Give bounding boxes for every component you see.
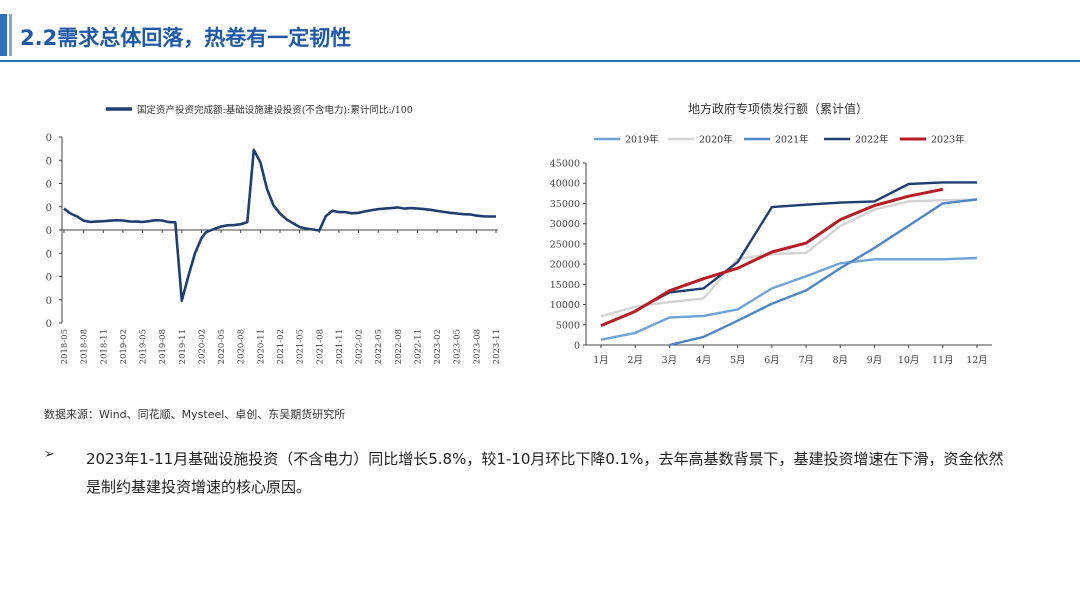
y-tick-label: 0 bbox=[46, 226, 52, 237]
y-tick-label: 0 bbox=[46, 319, 52, 330]
x-tick-label: 2022-02 bbox=[355, 329, 365, 364]
y-tick-label: 20000 bbox=[550, 260, 580, 271]
x-tick-label: 2019-11 bbox=[178, 329, 188, 364]
x-tick-label: 2018-11 bbox=[99, 329, 109, 364]
y-tick-label: 25000 bbox=[550, 239, 580, 250]
x-tick-label: 1月 bbox=[593, 355, 609, 366]
x-tick-label: 4月 bbox=[696, 355, 712, 366]
x-tick-label: 2022-05 bbox=[374, 329, 384, 364]
x-tick-label: 2023-02 bbox=[433, 329, 443, 364]
y-tick-label: 0 bbox=[46, 133, 52, 144]
x-tick-label: 9月 bbox=[867, 355, 883, 366]
x-tick-label: 2021-02 bbox=[276, 329, 286, 364]
header-accent-bar bbox=[0, 14, 7, 56]
y-tick-label: 0 bbox=[46, 273, 52, 284]
series-line-2020年 bbox=[600, 198, 978, 318]
infrastructure-investment-chart: 国定资产投资完成额:基础设施建设投资(不含电力):累计同比:/100 0 0 0 0 0 0… bbox=[46, 104, 502, 364]
x-tick-label: 2月 bbox=[627, 355, 643, 366]
x-tick-label: 2020-02 bbox=[197, 329, 207, 364]
page-title: 2.2需求总体回落，热卷有一定韧性 bbox=[20, 26, 352, 50]
legend-label: 2021年 bbox=[775, 134, 809, 146]
x-tick-label: 2023-11 bbox=[492, 329, 502, 364]
header-divider bbox=[0, 60, 1080, 62]
x-tick-label: 2019-08 bbox=[158, 329, 168, 364]
x-tick-label: 8月 bbox=[832, 355, 848, 366]
x-tick-label: 2022-08 bbox=[394, 329, 404, 364]
x-tick-label: 2022-11 bbox=[413, 329, 423, 364]
y-tick-label: 0 bbox=[46, 296, 52, 307]
x-tick-label: 2019-02 bbox=[119, 329, 129, 364]
legend-label: 2020年 bbox=[699, 134, 733, 146]
slide-header: 2.2需求总体回落，热卷有一定韧性 bbox=[0, 0, 1080, 62]
x-tick-label: 5月 bbox=[730, 355, 746, 366]
x-tick-label: 2020-05 bbox=[217, 329, 227, 364]
legend-label: 2022年 bbox=[855, 134, 889, 146]
series-line-2021年 bbox=[669, 198, 978, 347]
y-tick-label: 45000 bbox=[550, 159, 580, 170]
x-tick-label: 2021-08 bbox=[315, 329, 325, 364]
series-line-2023年 bbox=[600, 187, 944, 327]
x-tick-label: 2019-05 bbox=[139, 329, 149, 364]
legend-label: 2019年 bbox=[625, 134, 659, 146]
x-tick-label: 2020-11 bbox=[256, 329, 266, 364]
header-accent-bar-light bbox=[9, 14, 12, 56]
y-tick-label: 0 bbox=[46, 156, 52, 167]
series-line-2019年 bbox=[600, 256, 978, 341]
special-bond-issuance-chart: 地方政府专项债发行额（累计值） 2019年 2020年 2021年 2022年 2023年… bbox=[550, 101, 992, 366]
y-tick-label: 35000 bbox=[550, 199, 580, 210]
y-tick-label: 10000 bbox=[550, 300, 580, 311]
chart-title: 地方政府专项债发行额（累计值） bbox=[688, 101, 868, 116]
y-tick-label: 0 bbox=[46, 180, 52, 191]
x-tick-label: 2020-08 bbox=[237, 329, 247, 364]
x-tick-label: 10月 bbox=[898, 355, 920, 366]
y-tick-label: 5000 bbox=[556, 320, 580, 331]
series-line bbox=[63, 148, 496, 302]
x-tick-label: 7月 bbox=[798, 355, 814, 366]
analysis-paragraph: 2023年1-11月基础设施投资（不含电力）同比增长5.8%，较1-10月环比下… bbox=[86, 450, 1004, 496]
y-tick-label: 15000 bbox=[550, 280, 580, 291]
x-tick-label: 6月 bbox=[764, 355, 780, 366]
x-tick-label: 2023-05 bbox=[453, 329, 463, 364]
y-tick-label: 0 bbox=[574, 341, 580, 352]
x-tick-label: 2023-08 bbox=[472, 329, 482, 364]
y-tick-label: 40000 bbox=[550, 179, 580, 190]
legend-label: 2023年 bbox=[931, 134, 965, 146]
y-tick-label: 30000 bbox=[550, 219, 580, 230]
x-tick-label: 2021-05 bbox=[296, 329, 306, 364]
bullet-arrow-icon: ➢ bbox=[44, 447, 55, 462]
x-tick-label: 3月 bbox=[662, 355, 678, 366]
data-source-note: 数据来源：Wind、同花顺、Mysteel、卓创、东吴期货研究所 bbox=[44, 408, 346, 421]
x-tick-label: 2018-05 bbox=[60, 329, 70, 364]
legend-label: 国定资产投资完成额:基础设施建设投资(不含电力):累计同比:/100 bbox=[137, 104, 413, 116]
x-tick-label: 12月 bbox=[966, 355, 988, 366]
x-tick-label: 11月 bbox=[932, 355, 954, 366]
y-tick-label: 0 bbox=[46, 249, 52, 260]
y-tick-label: 0 bbox=[46, 203, 52, 214]
series-line-2022年 bbox=[634, 181, 977, 312]
x-tick-label: 2021-11 bbox=[335, 329, 345, 364]
x-tick-label: 2018-08 bbox=[80, 329, 90, 364]
